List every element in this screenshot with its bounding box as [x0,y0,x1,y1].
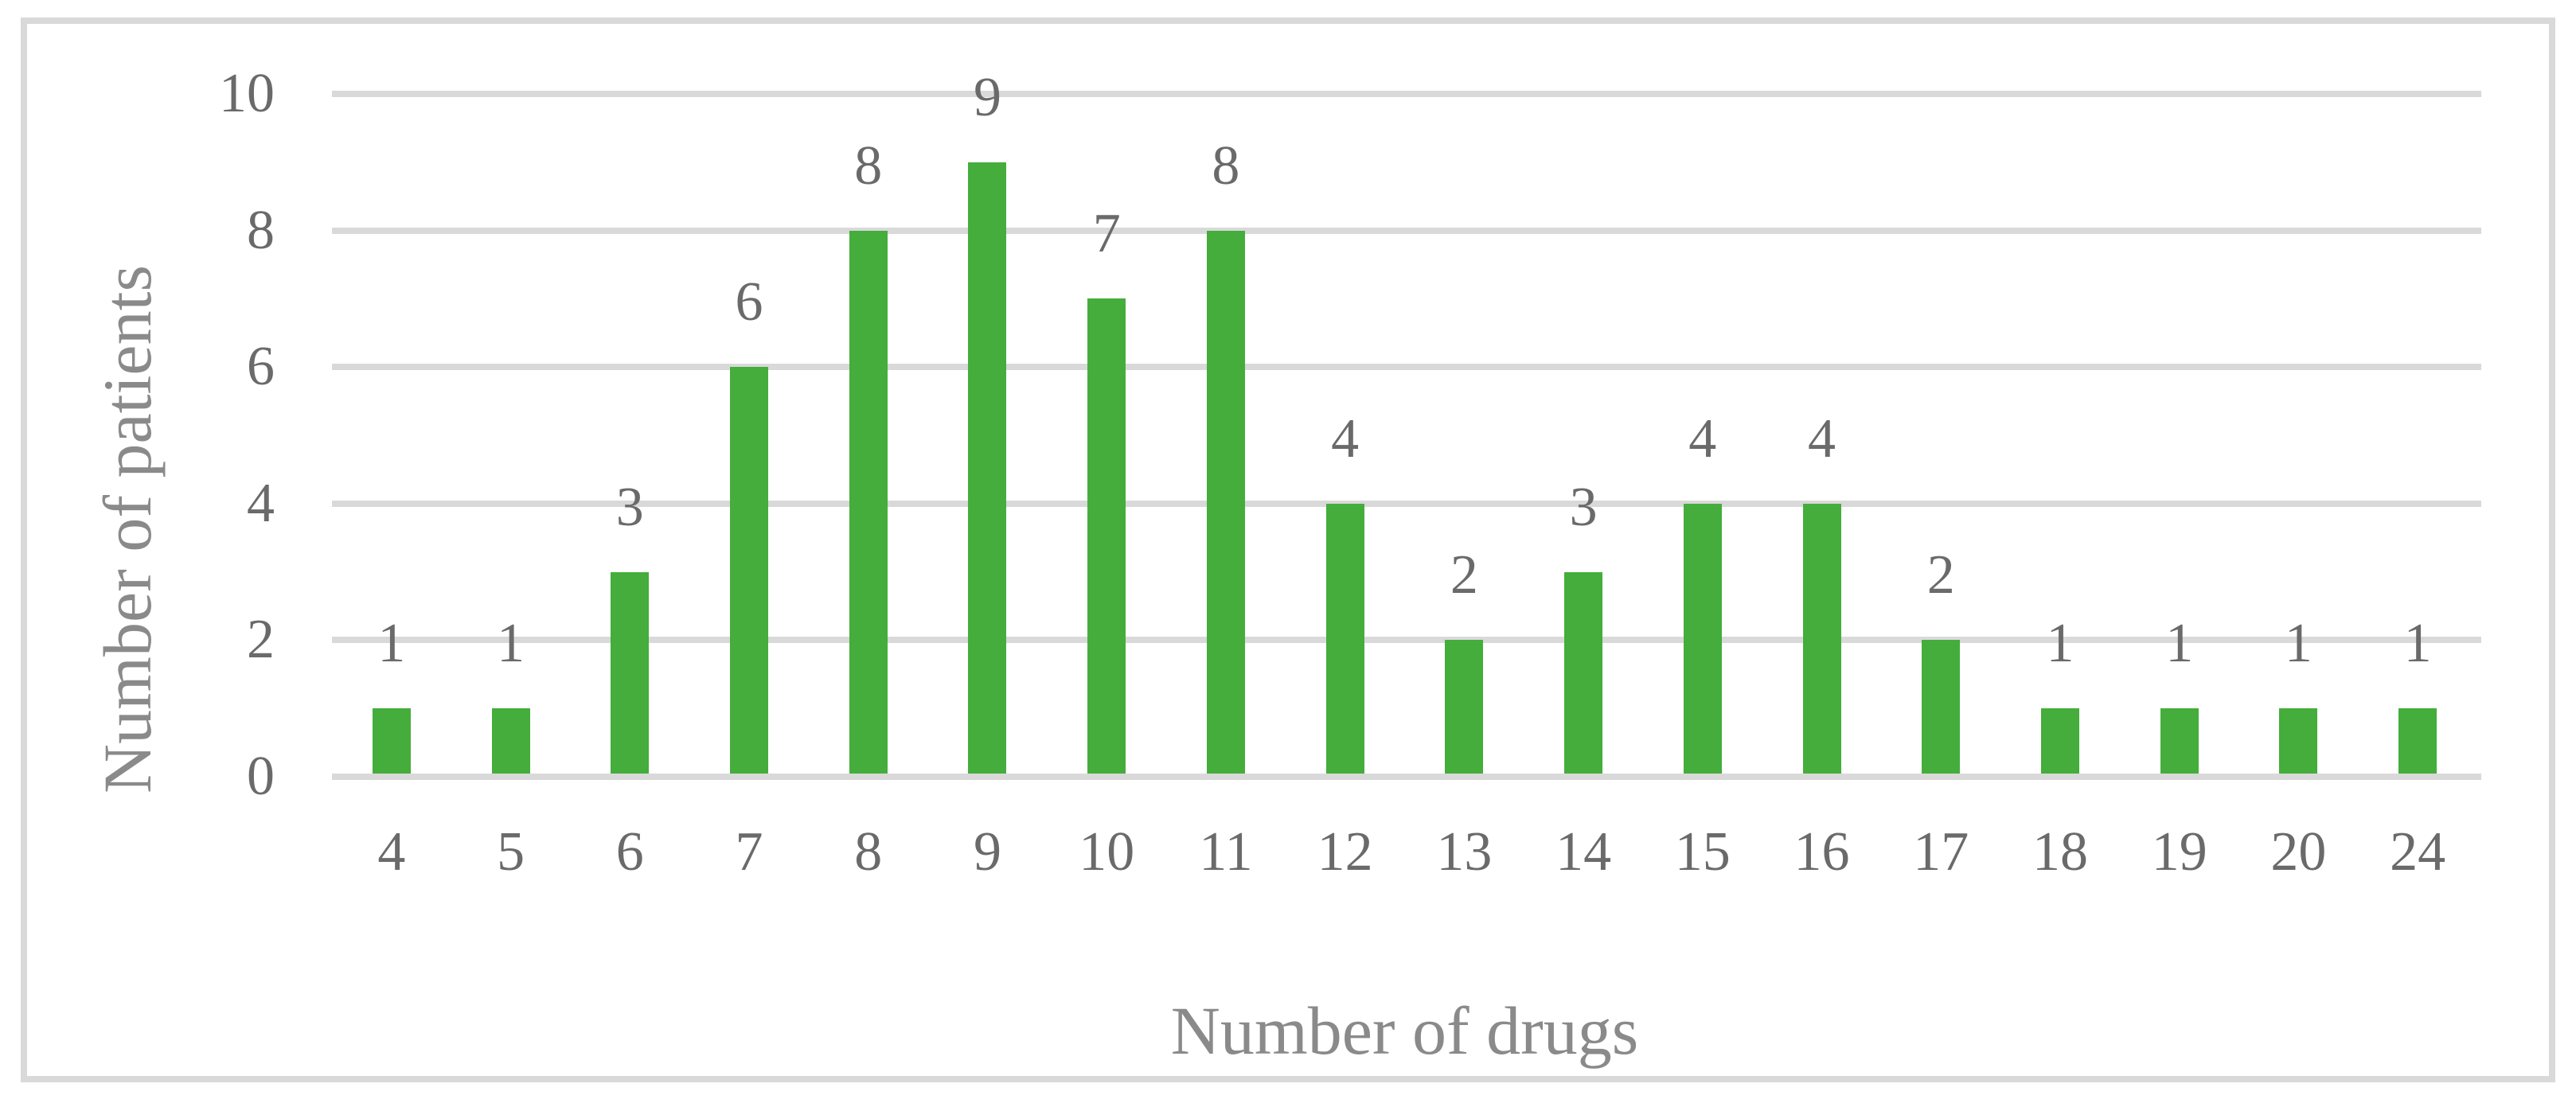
bar-value-label: 1 [497,613,525,675]
bar-4 [372,708,411,774]
gridline [332,500,2481,507]
x-axis-tick-label: 20 [2270,821,2327,883]
bar-11 [1206,230,1245,774]
x-axis-tick-label: 9 [973,821,1001,883]
gridline [332,91,2481,97]
x-axis-tick-label: 7 [735,821,763,883]
bar-16 [1802,503,1841,774]
bar-value-label: 4 [1808,407,1836,470]
x-axis-tick-label: 12 [1317,821,1373,883]
x-axis-tick-label: 15 [1674,821,1731,883]
bar-19 [2160,708,2199,774]
bar-7 [730,367,769,774]
y-axis-tick-label: 4 [247,472,275,534]
bar-value-label: 4 [1331,407,1360,470]
bar-value-label: 3 [1569,476,1598,538]
bar-value-label: 1 [2403,613,2432,675]
bar-value-label: 8 [1212,134,1240,197]
x-axis-tick-label: 17 [1913,821,1969,883]
x-axis-tick-label: 6 [615,821,644,883]
bar-14 [1564,571,1603,774]
bar-8 [849,230,888,774]
bar-17 [1922,640,1961,774]
x-axis-tick-label: 16 [1793,821,1850,883]
x-axis-tick-label: 10 [1079,821,1135,883]
x-axis-tick-label: 19 [2151,821,2207,883]
bar-value-label: 1 [2165,613,2194,675]
bar-value-label: 3 [615,476,644,538]
y-axis-tick-label: 0 [247,746,275,807]
x-axis-title: Number of drugs [1170,992,1639,1069]
gridline [332,364,2481,371]
y-axis-tick-label: 8 [247,199,275,261]
bar-value-label: 2 [1450,544,1478,606]
bar-value-label: 2 [1926,544,1955,606]
bar-13 [1445,640,1484,774]
bar-10 [1087,298,1126,774]
bar-18 [2040,708,2079,774]
bar-value-label: 7 [1092,203,1121,265]
x-axis-tick-label: 5 [497,821,525,883]
x-axis-tick-label: 18 [2032,821,2088,883]
bar-value-label: 4 [1688,407,1717,470]
bar-20 [2279,708,2318,774]
gridline [332,774,2481,780]
bar-value-label: 1 [2046,613,2074,675]
bar-15 [1683,503,1722,774]
bar-5 [491,708,530,774]
y-axis-tick-label: 6 [247,336,275,398]
bar-value-label: 6 [735,271,763,333]
bar-value-label: 1 [377,613,406,675]
x-axis-tick-label: 4 [377,821,406,883]
y-axis-tick-label: 2 [247,609,275,671]
bar-value-label: 8 [854,134,883,197]
bar-24 [2398,708,2437,774]
x-axis-tick-label: 11 [1199,821,1253,883]
x-axis-tick-label: 24 [2390,821,2446,883]
bar-value-label: 9 [973,66,1001,128]
x-axis-tick-label: 14 [1555,821,1612,883]
gridline [332,637,2481,644]
gridline [332,227,2481,234]
bar-value-label: 1 [2284,613,2313,675]
bar-12 [1325,503,1364,774]
chart-frame [21,18,2555,1082]
x-axis-tick-label: 8 [854,821,883,883]
bar-9 [968,162,1007,774]
bar-6 [611,571,650,774]
y-axis-tick-label: 10 [219,63,275,124]
x-axis-tick-label: 13 [1436,821,1493,883]
